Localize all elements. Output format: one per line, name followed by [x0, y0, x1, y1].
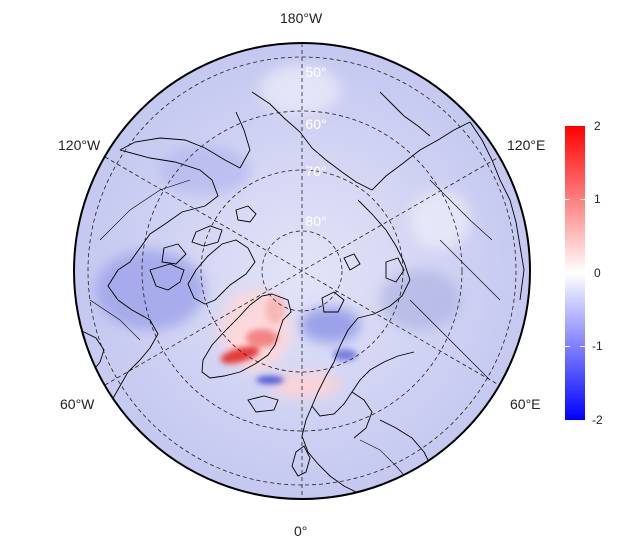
greenland-coast — [201, 293, 292, 379]
lat-circle-80 — [261, 230, 343, 312]
lat-label-70: 70° — [305, 163, 326, 179]
graticule — [87, 43, 517, 499]
colorbar-tick-neg1: -1 — [592, 339, 603, 353]
lat-circle-70 — [200, 169, 404, 373]
colorbar-tick-1: 1 — [594, 192, 601, 206]
latitude-labels: 50° 60° 70° 80° — [305, 64, 326, 229]
lon-label-120e: 120°E — [507, 137, 546, 153]
lon-label-0: 0° — [294, 523, 308, 539]
lat-label-60: 60° — [305, 116, 326, 132]
lat-circle-60 — [141, 110, 463, 432]
lon-label-60e: 60°E — [510, 396, 541, 412]
colorbar-tick-0: 0 — [594, 266, 601, 280]
coastlines — [79, 91, 525, 495]
colorbar-tick-neg2: -2 — [592, 413, 603, 427]
lon-label-60w: 60°W — [60, 396, 95, 412]
eurasia-coast — [371, 121, 471, 191]
colorbar — [565, 126, 585, 420]
lat-label-80: 80° — [305, 213, 326, 229]
colorbar-tick-2: 2 — [594, 119, 601, 133]
lon-label-120w: 120°W — [58, 137, 101, 153]
scandinavia-coast — [311, 317, 415, 417]
map-boundary — [73, 42, 531, 500]
lon-label-180w: 180°W — [280, 10, 323, 26]
lat-label-50: 50° — [305, 64, 326, 80]
north-america-coast — [103, 149, 219, 411]
